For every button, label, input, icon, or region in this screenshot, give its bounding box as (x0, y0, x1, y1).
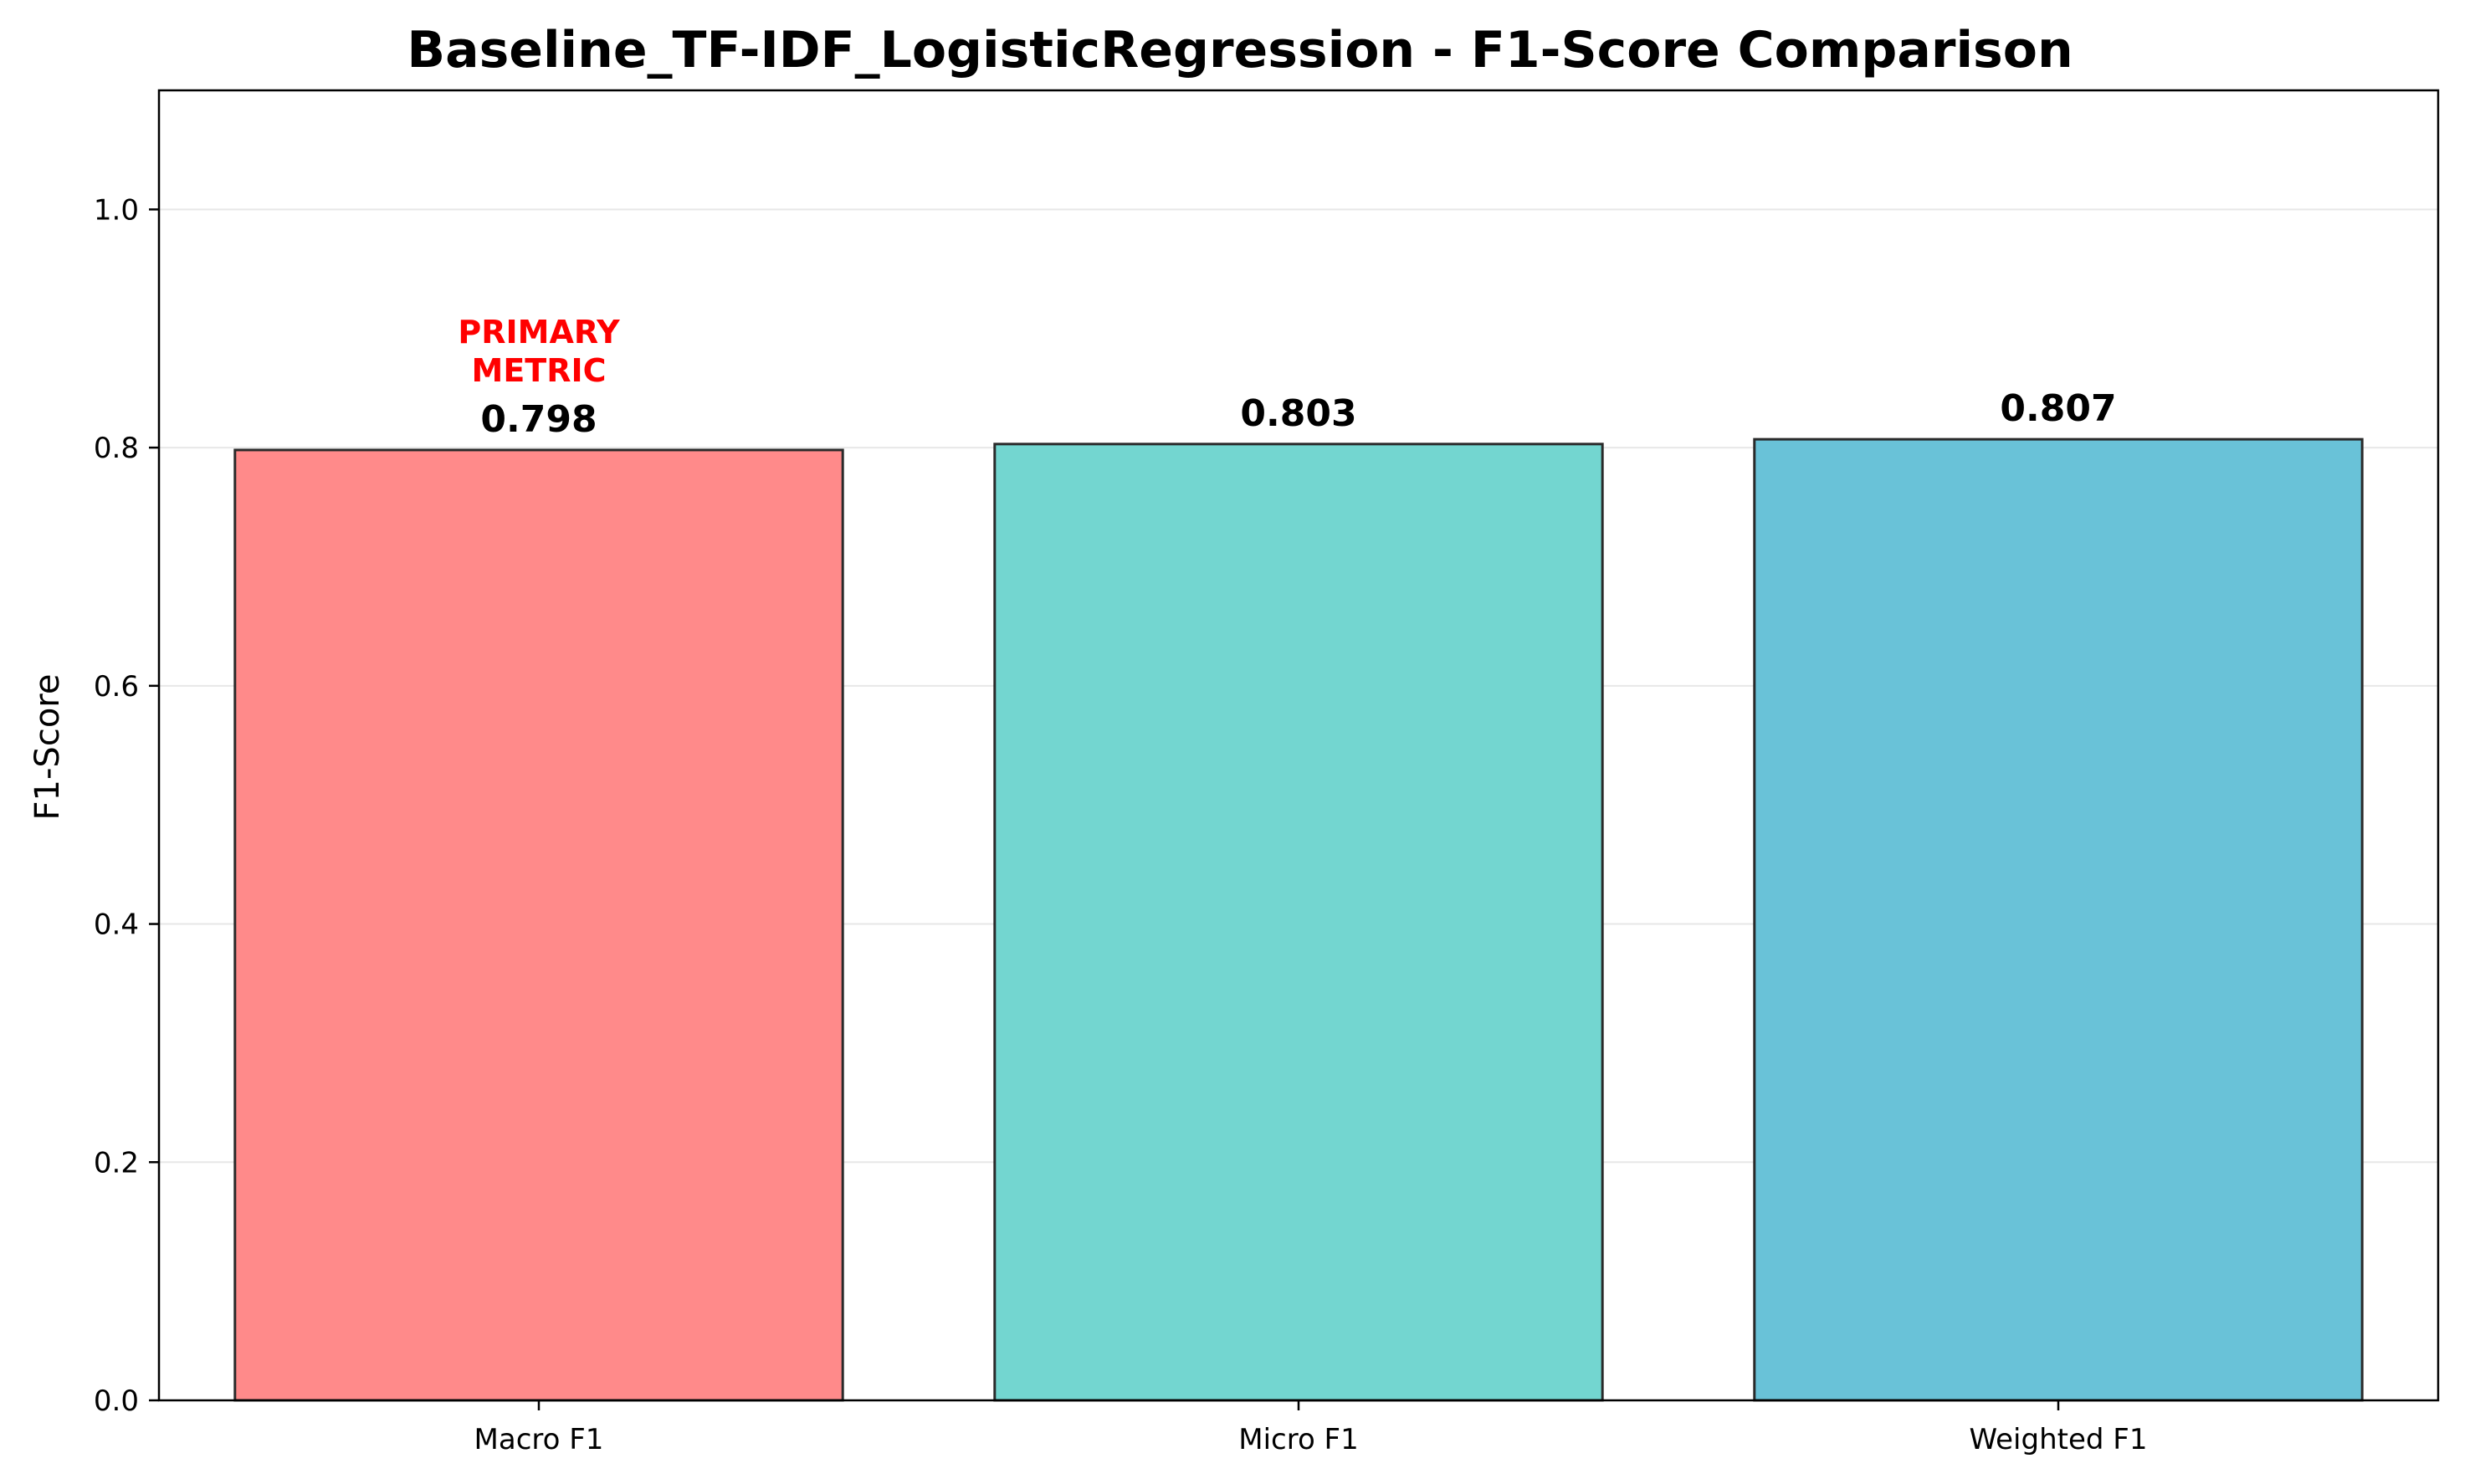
y-axis-label: F1-Score (28, 674, 67, 821)
axes: 0.0 0.2 0.4 0.6 0.8 1.0 Macro F1 Micro F1 Weight… (94, 89, 2440, 1456)
bar-micro-f1 (993, 443, 1604, 1402)
annotation-text: METRIC (472, 352, 607, 389)
y-tick-label: 1.0 (94, 193, 139, 227)
bars (233, 438, 2364, 1402)
x-tick-label: Micro F1 (1238, 1423, 1359, 1456)
bar-weighted-f1 (1753, 438, 2364, 1402)
chart-title: Baseline_TF-IDF_LogisticRegression - F1-… (407, 21, 2073, 79)
y-tick-label: 0.0 (94, 1384, 139, 1418)
bar-macro-f1 (233, 448, 844, 1402)
value-label: 0.803 (1240, 392, 1356, 435)
y-tick-label: 0.4 (94, 908, 139, 942)
annotation-text: PRIMARY (458, 314, 620, 351)
y-tick-label: 0.6 (94, 670, 139, 704)
x-tick-label: Weighted F1 (1970, 1423, 2148, 1456)
y-tick-label: 0.2 (94, 1146, 139, 1180)
value-label: 0.807 (2000, 387, 2116, 430)
y-tick-label: 0.8 (94, 432, 139, 465)
value-label: 0.798 (480, 398, 597, 441)
x-tick-label: Macro F1 (474, 1423, 604, 1456)
